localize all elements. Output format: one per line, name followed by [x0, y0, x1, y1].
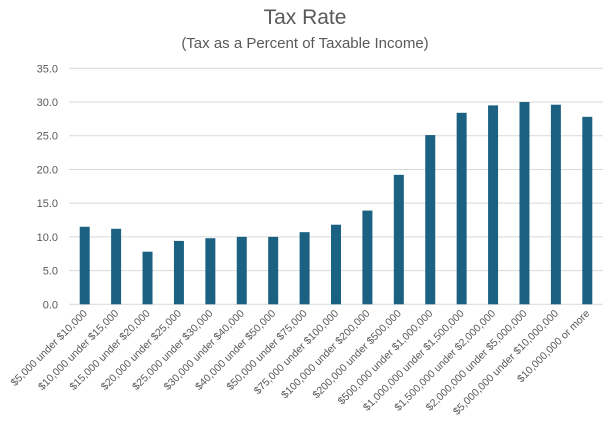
- bar: [582, 116, 593, 305]
- y-tick-label: 35.0: [37, 63, 58, 75]
- bar: [362, 210, 373, 305]
- chart-title: Tax Rate: [264, 6, 347, 29]
- y-tick-label: 25.0: [37, 131, 58, 143]
- bar: [519, 102, 530, 305]
- bar: [236, 236, 247, 305]
- y-tick-label: 30.0: [37, 97, 58, 109]
- bar: [111, 228, 122, 305]
- y-tick-label: 5.0: [43, 266, 58, 278]
- bar: [142, 251, 153, 305]
- bar: [331, 224, 341, 305]
- bar: [425, 135, 436, 305]
- bar: [550, 104, 561, 305]
- bar: [299, 232, 310, 305]
- bar: [205, 238, 216, 305]
- bar: [456, 112, 467, 305]
- y-tick-label: 10.0: [37, 232, 58, 244]
- bar: [173, 240, 184, 305]
- y-tick-label: 0.0: [43, 299, 58, 311]
- y-tick-label: 20.0: [37, 164, 58, 176]
- bar: [393, 174, 404, 305]
- chart-subtitle: (Tax as a Percent of Taxable Income): [181, 35, 428, 52]
- y-tick-label: 15.0: [37, 198, 58, 210]
- bar: [79, 226, 90, 305]
- bar: [488, 105, 499, 305]
- bar: [268, 236, 279, 305]
